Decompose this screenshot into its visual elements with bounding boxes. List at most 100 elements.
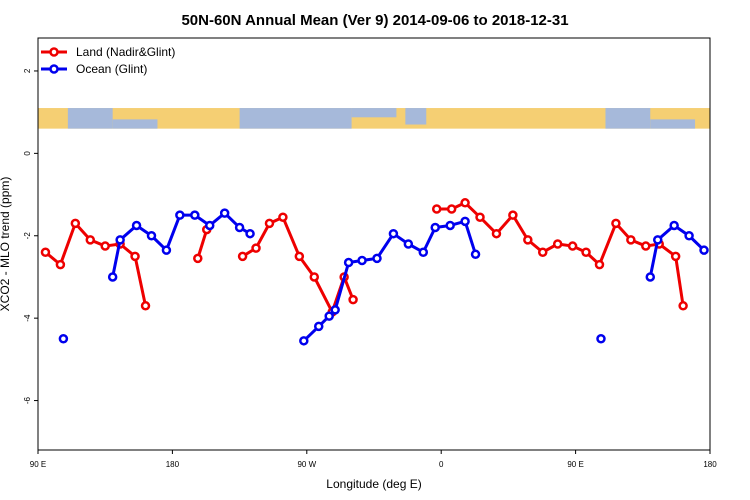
x-tick-label: 90 E — [30, 460, 46, 469]
legend-land-label: Land (Nadir&Glint) — [76, 45, 175, 59]
ocean-data-point — [343, 257, 354, 268]
ocean-data-point — [470, 249, 481, 260]
ocean-data-point — [234, 222, 245, 233]
chart-title: 50N-60N Annual Mean (Ver 9) 2014-09-06 t… — [181, 12, 568, 29]
y-tick-label: 0 — [23, 151, 32, 156]
ocean-data-point — [372, 253, 382, 264]
ocean-data-point — [460, 216, 470, 227]
ocean-data-point — [357, 255, 367, 266]
y-tick-label: -4 — [23, 314, 32, 322]
map-ocean — [239, 108, 352, 129]
land-data-point — [641, 241, 651, 251]
ocean-data-point — [161, 245, 172, 255]
ocean-data-point — [299, 336, 309, 346]
land-data-point — [460, 198, 470, 208]
land-data-point — [70, 218, 81, 229]
land-data-point — [237, 251, 248, 262]
y-tick-label: -6 — [23, 396, 32, 404]
legend: Land (Nadir&Glint) Ocean (Glint) — [41, 45, 175, 76]
ocean-data-point — [669, 220, 679, 231]
x-tick-label: 180 — [703, 460, 717, 469]
ocean-data-point — [219, 208, 230, 218]
legend-ocean-marker — [49, 64, 59, 74]
land-data-point — [567, 241, 578, 251]
ocean-series-line — [302, 219, 477, 342]
land-data-point — [348, 294, 358, 305]
land-data-point — [523, 235, 533, 245]
ocean-data-point — [146, 231, 157, 241]
land-data-point — [446, 204, 457, 214]
plot-frame — [37, 37, 711, 451]
land-data-point — [55, 259, 66, 270]
ocean-data-point — [445, 220, 455, 231]
x-axis: 90 E 180 90 W 0 90 E 180 — [30, 450, 717, 469]
ocean-data-point — [115, 235, 125, 245]
legend-land-marker — [49, 47, 59, 57]
ocean-data-point — [652, 235, 663, 245]
world-map-band — [38, 108, 710, 129]
land-series-line — [241, 215, 355, 314]
map-land — [38, 108, 710, 129]
land-data-point — [678, 301, 688, 311]
land-data-point — [508, 210, 518, 220]
y-axis: 2 0 -2 -4 -6 — [23, 68, 38, 404]
ocean-data-point — [324, 311, 334, 321]
x-tick-label: 90 E — [567, 460, 583, 469]
series-layer — [40, 198, 709, 346]
ocean-data-point — [403, 239, 414, 249]
land-data-point — [611, 218, 621, 229]
land-data-point — [294, 251, 305, 262]
y-tick-label: -2 — [23, 232, 32, 240]
map-ocean — [605, 108, 651, 129]
land-data-point — [264, 218, 275, 229]
ocean-data-point — [131, 220, 142, 231]
ocean-data-point — [684, 231, 694, 241]
land-series-line — [196, 229, 209, 259]
land-data-point — [100, 241, 110, 251]
ocean-data-point — [204, 220, 215, 231]
land-data-point — [670, 251, 681, 262]
ocean-data-point — [175, 210, 185, 220]
y-tick-label: 2 — [23, 68, 32, 73]
ocean-data-point — [430, 222, 440, 233]
ocean-data-point — [107, 272, 118, 282]
ocean-data-point — [699, 245, 709, 255]
ocean-data-point — [645, 272, 656, 282]
ocean-data-point — [596, 334, 606, 344]
ocean-data-point — [418, 247, 429, 257]
x-tick-label: 180 — [166, 460, 180, 469]
land-data-point — [251, 243, 261, 253]
land-data-point — [140, 301, 151, 311]
map-ocean — [112, 119, 158, 129]
land-data-point — [40, 247, 51, 257]
y-axis-label: XCO2 - MLO trend (ppm) — [0, 177, 12, 312]
x-tick-label: 90 W — [297, 460, 316, 469]
map-ocean — [351, 108, 397, 118]
land-data-point — [475, 212, 485, 222]
legend-ocean-label: Ocean (Glint) — [76, 62, 147, 76]
land-data-point — [431, 204, 442, 214]
ocean-data-point — [245, 228, 255, 239]
land-data-point — [537, 247, 548, 257]
land-data-point — [278, 212, 288, 222]
land-data-point — [193, 253, 203, 264]
land-data-point — [594, 259, 605, 270]
land-data-point — [552, 239, 563, 249]
land-data-point — [581, 247, 591, 257]
land-data-point — [491, 228, 502, 239]
ocean-data-point — [388, 228, 399, 239]
map-ocean — [67, 108, 113, 129]
land-data-point — [626, 235, 636, 245]
map-ocean — [650, 119, 696, 129]
ocean-data-point — [313, 321, 324, 332]
map-ocean — [405, 108, 427, 125]
x-tick-label: 0 — [439, 460, 444, 469]
ocean-data-point — [190, 210, 200, 220]
land-data-point — [85, 235, 96, 245]
land-data-point — [309, 272, 320, 282]
ocean-data-point — [58, 334, 69, 344]
ocean-data-point — [330, 305, 340, 315]
land-data-point — [130, 251, 140, 262]
x-axis-label: Longitude (deg E) — [326, 477, 421, 491]
